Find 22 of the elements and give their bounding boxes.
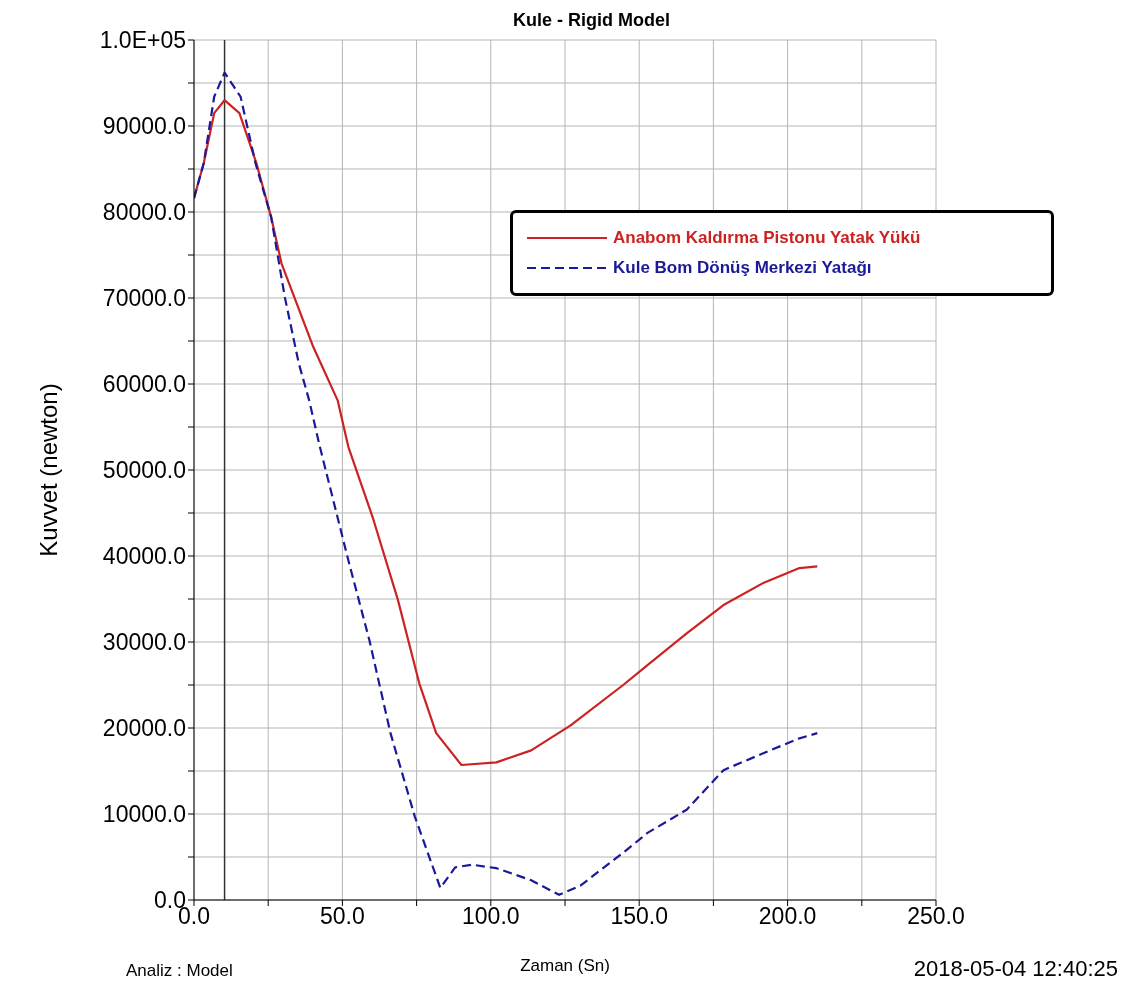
x-tick-label: 200.0 [758, 903, 817, 930]
x-tick-label: 50.0 [320, 903, 365, 930]
x-tick-label: 150.0 [610, 903, 668, 930]
y-tick-label: 10000.0 [102, 801, 186, 828]
chart-title: Kule - Rigid Model [513, 10, 670, 31]
text: 2018-05-04 12:40:25 [913, 956, 1118, 982]
y-tick-label: 40000.0 [102, 543, 186, 570]
y-axis-title: Kuvvet (newton) [34, 383, 62, 557]
text: Analiz : Model [126, 961, 233, 981]
y-tick-label: 80000.0 [102, 199, 186, 226]
y-tick-label: 30000.0 [102, 629, 186, 656]
x-tick-label: 100.0 [462, 903, 520, 930]
x-axis-title: Zaman (Sn) [520, 956, 610, 975]
legend-label: Anabom Kaldırma Pistonu Yatak Yükü [613, 228, 921, 248]
legend-label: Kule Bom Dönüş Merkezi Yatağı [613, 258, 872, 278]
y-tick-label: 60000.0 [102, 371, 186, 398]
x-tick-label: 250.0 [907, 903, 965, 930]
y-tick-label: 50000.0 [102, 457, 186, 484]
y-tick-label: 90000.0 [102, 113, 186, 140]
y-tick-label: 1.0E+05 [99, 27, 186, 54]
y-tick-label: 70000.0 [102, 285, 186, 312]
y-tick-label: 20000.0 [102, 715, 186, 742]
